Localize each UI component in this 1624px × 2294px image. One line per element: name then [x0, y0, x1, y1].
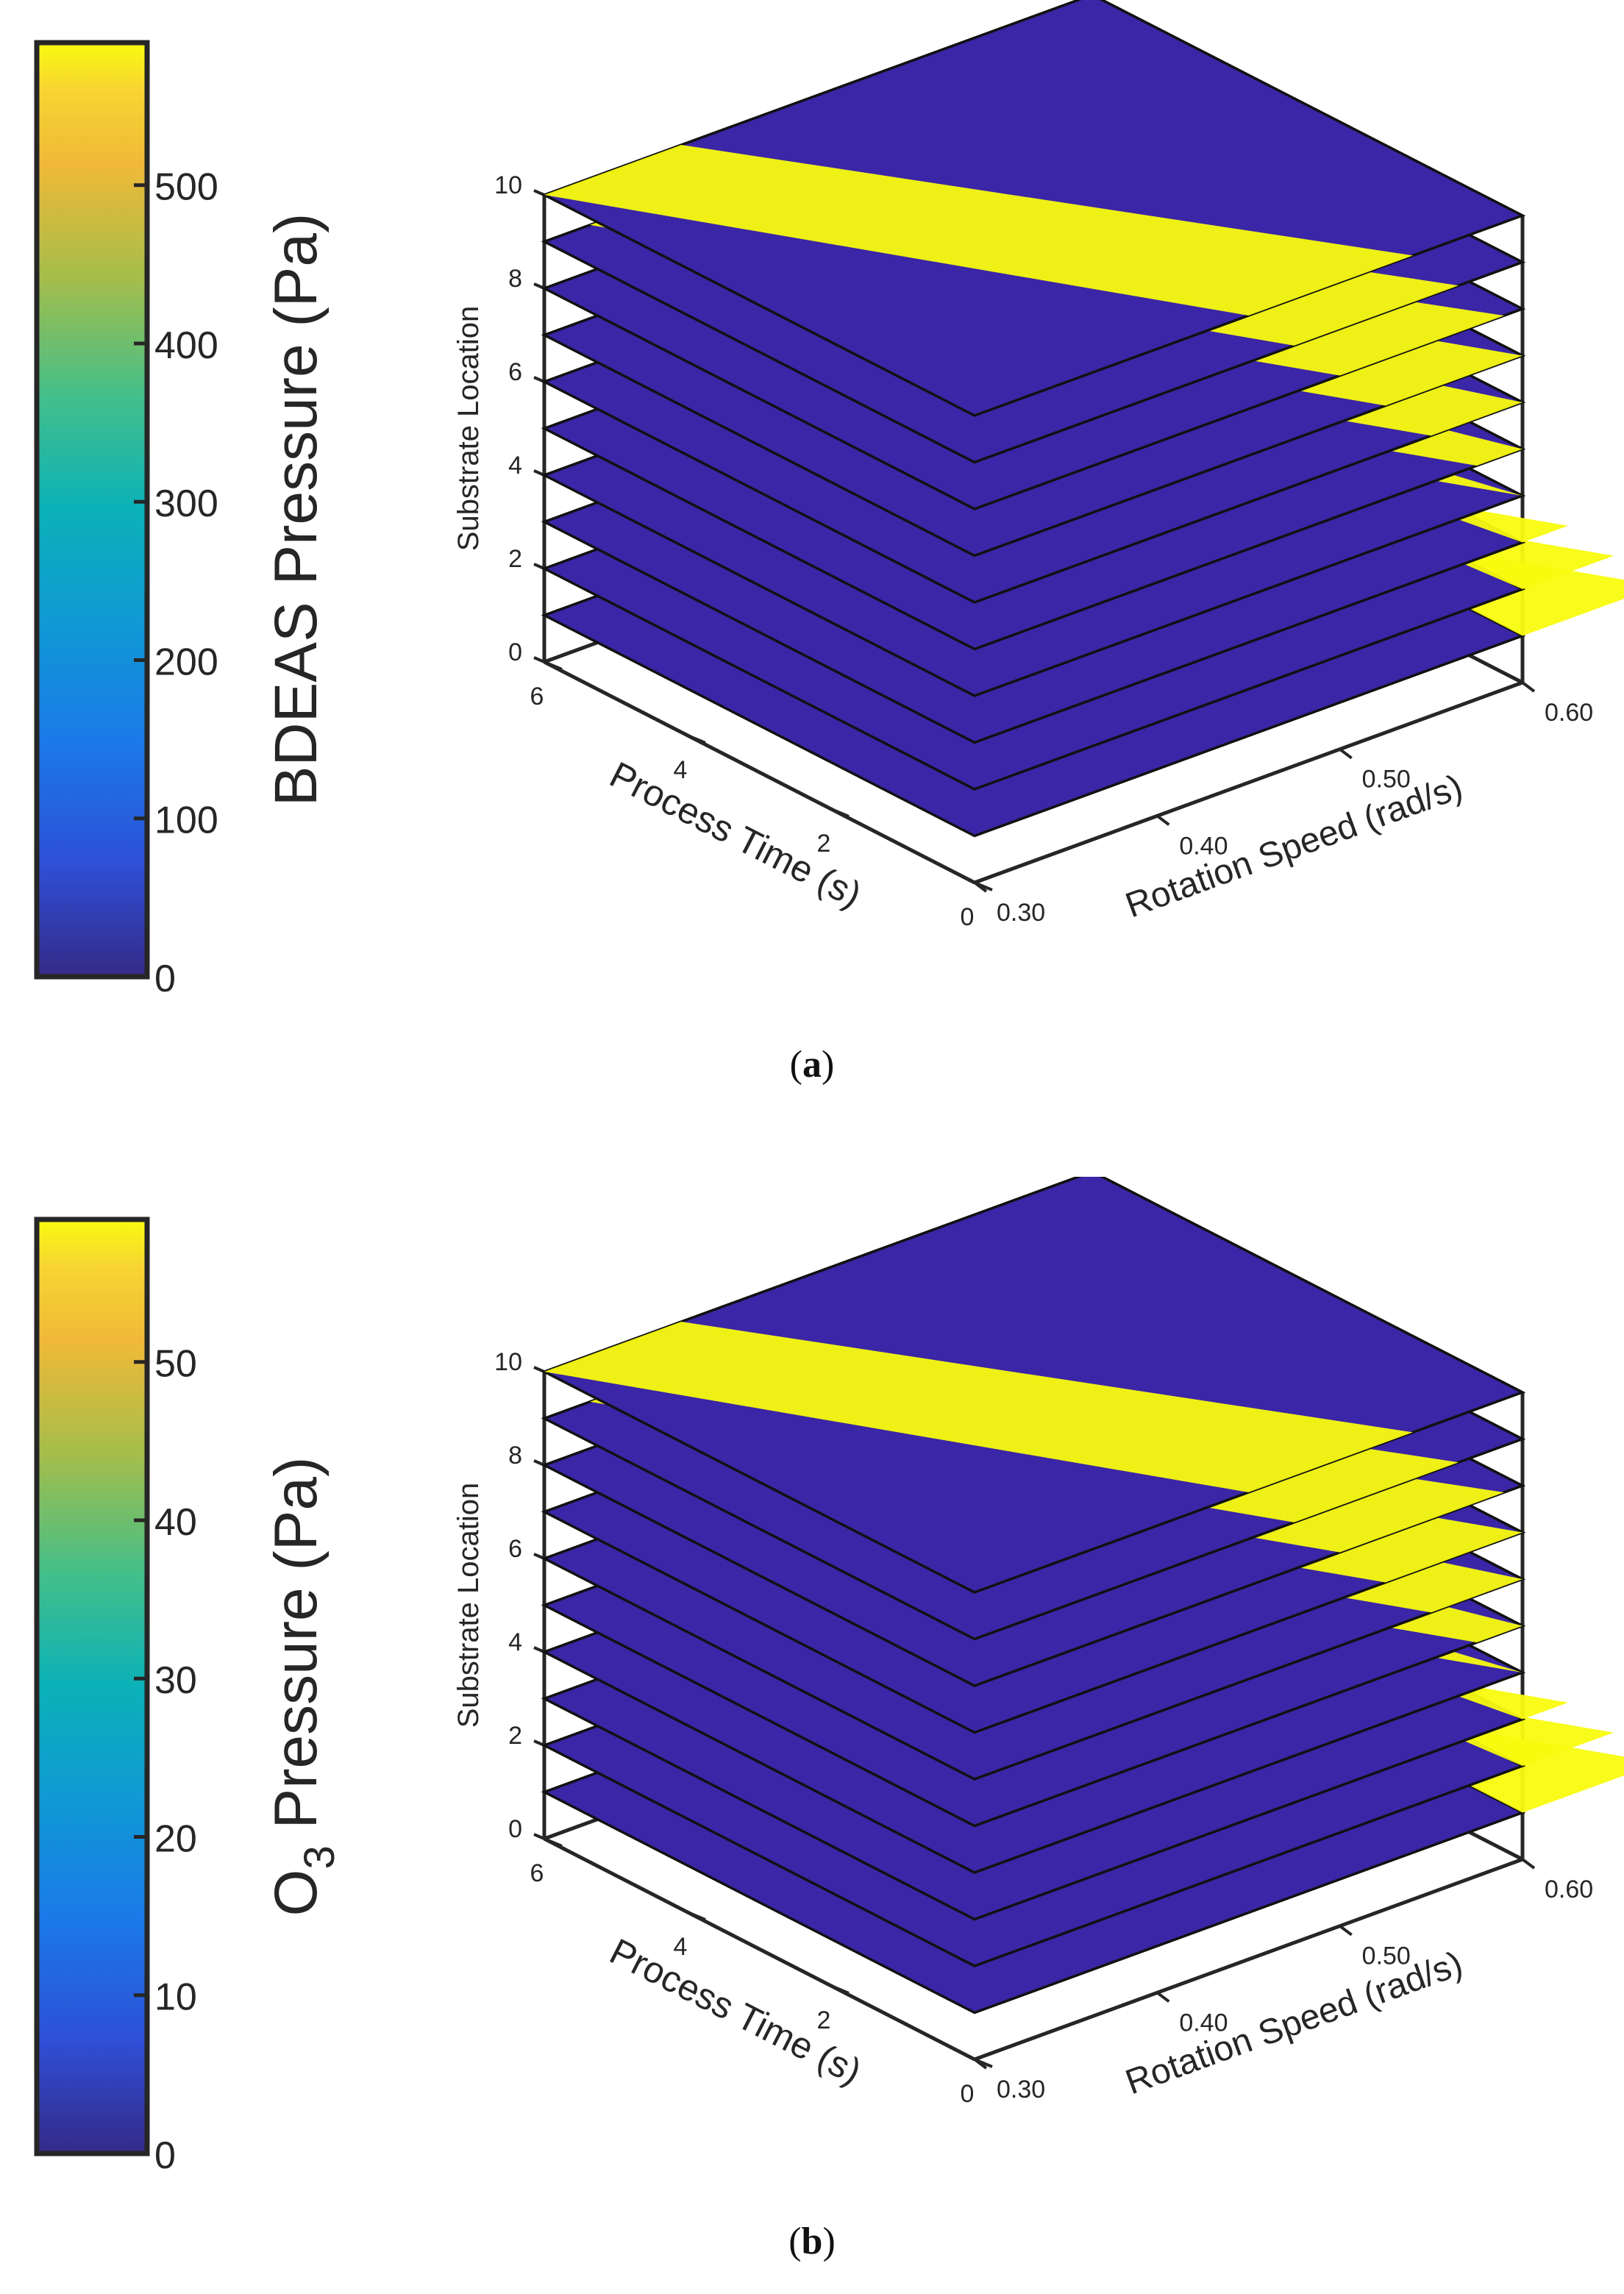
- colorbar-tick-label: 40: [154, 1501, 197, 1544]
- x-tick-label: 0.40: [1179, 832, 1228, 860]
- colorbar-gradient: [34, 1217, 150, 2156]
- slice-band: [544, 1322, 1413, 1492]
- caption-a-label: a: [802, 1044, 822, 1086]
- x-tick: [973, 2058, 988, 2070]
- x-tick-label: 0.40: [1179, 2009, 1228, 2037]
- colorbar-tick-label: 400: [154, 324, 218, 367]
- slice-band: [544, 145, 1413, 316]
- colorbar: 0 100 200 300 400 500 BDEAS Pressure (Pa): [34, 40, 330, 1000]
- y-tick: [544, 1837, 563, 1848]
- y-tick: [687, 734, 706, 744]
- z-tick: [533, 656, 545, 663]
- colorbar-tick-label: 200: [154, 641, 218, 683]
- z-tick-label: 10: [494, 171, 522, 199]
- y-tick: [544, 660, 563, 671]
- y-tick-label: 2: [817, 830, 831, 858]
- z-axis-label: Substrate Location: [452, 306, 485, 552]
- colorbar-tick-label: 0: [154, 958, 176, 1000]
- colorbar-tick-label: 300: [154, 482, 218, 525]
- y-tick-label: 6: [530, 683, 544, 710]
- z-tick-label: 4: [508, 452, 522, 480]
- z-tick-label: 6: [508, 1535, 522, 1563]
- z-tick-label: 8: [508, 1442, 522, 1470]
- slices: [541, 1177, 1624, 2015]
- x-tick: [1339, 1925, 1353, 1937]
- frame-edge: [543, 1837, 976, 2062]
- colorbar-title: O3 Pressure (Pa): [263, 1457, 343, 1917]
- x-tick: [1521, 1858, 1536, 1870]
- z-tick-label: 10: [494, 1348, 522, 1376]
- colorbar-tick-label: 0: [154, 2134, 176, 2177]
- caption-b-label: b: [801, 2220, 823, 2262]
- frame-edge: [974, 1857, 1523, 2062]
- x-axis-label: Rotation Speed (rad/s): [1120, 1944, 1467, 2102]
- colorbar-tick-label: 10: [154, 1976, 197, 2019]
- x-tick: [1339, 748, 1353, 760]
- frame-edge: [974, 680, 1523, 885]
- x-tick: [1156, 814, 1170, 826]
- colorbar-gradient: [34, 40, 150, 980]
- figure-panel-a: 0 100 200 300 400 500 BDEAS Pressure (Pa) 0 2 4 6 8…: [0, 0, 1624, 1118]
- colorbar-tick-label: 20: [154, 1817, 197, 1860]
- x-tick-label: 0.50: [1362, 1942, 1411, 1970]
- z-tick-label: 0: [508, 1815, 522, 1843]
- x-tick-label: 0.30: [997, 2076, 1045, 2104]
- z-tick-label: 6: [508, 358, 522, 386]
- x-tick: [1521, 681, 1536, 693]
- x-tick-label: 0.60: [1545, 1876, 1593, 1903]
- slice-10: [541, 0, 1526, 417]
- x-tick-label: 0.30: [997, 899, 1045, 927]
- y-tick: [830, 808, 850, 818]
- slices: [541, 0, 1624, 838]
- x-axis-label: Rotation Speed (rad/s): [1120, 767, 1467, 925]
- x-tick-label: 0.60: [1545, 699, 1593, 727]
- y-tick: [830, 1984, 850, 1995]
- y-tick-label: 6: [530, 1859, 544, 1887]
- y-tick-label: 0: [961, 903, 975, 931]
- caption-a: (a): [789, 1044, 835, 1086]
- y-tick: [687, 1911, 706, 1921]
- y-tick-label: 0: [961, 2080, 975, 2108]
- colorbar-tick-label: 30: [154, 1659, 197, 1702]
- z-tick: [533, 1833, 545, 1840]
- z-tick-label: 2: [508, 545, 522, 573]
- colorbar-tick-label: 500: [154, 166, 218, 209]
- colorbar-tick-label: 50: [154, 1343, 197, 1386]
- y-tick-label: 4: [674, 1933, 688, 1961]
- x-tick: [1156, 1991, 1170, 2003]
- slice-10: [541, 1177, 1526, 1594]
- z-tick-label: 8: [508, 265, 522, 293]
- y-tick-label: 2: [817, 2006, 831, 2034]
- figure-panel-b: 0 10 20 30 40 50 O3 Pressure (Pa) 0 2 4 6 8 10 Substr…: [0, 1177, 1624, 2294]
- z-tick-label: 0: [508, 638, 522, 666]
- z-tick-label: 4: [508, 1628, 522, 1656]
- z-tick-label: 2: [508, 1722, 522, 1750]
- z-axis-label: Substrate Location: [452, 1483, 485, 1728]
- colorbar-title: BDEAS Pressure (Pa): [263, 213, 330, 807]
- colorbar-tick-label: 100: [154, 799, 218, 842]
- x-tick: [973, 881, 988, 893]
- colorbar: 0 10 20 30 40 50 O3 Pressure (Pa): [34, 1217, 343, 2177]
- x-tick-label: 0.50: [1362, 766, 1411, 794]
- frame-edge: [543, 660, 976, 885]
- caption-b: (b): [788, 2220, 836, 2262]
- y-tick-label: 4: [674, 756, 688, 784]
